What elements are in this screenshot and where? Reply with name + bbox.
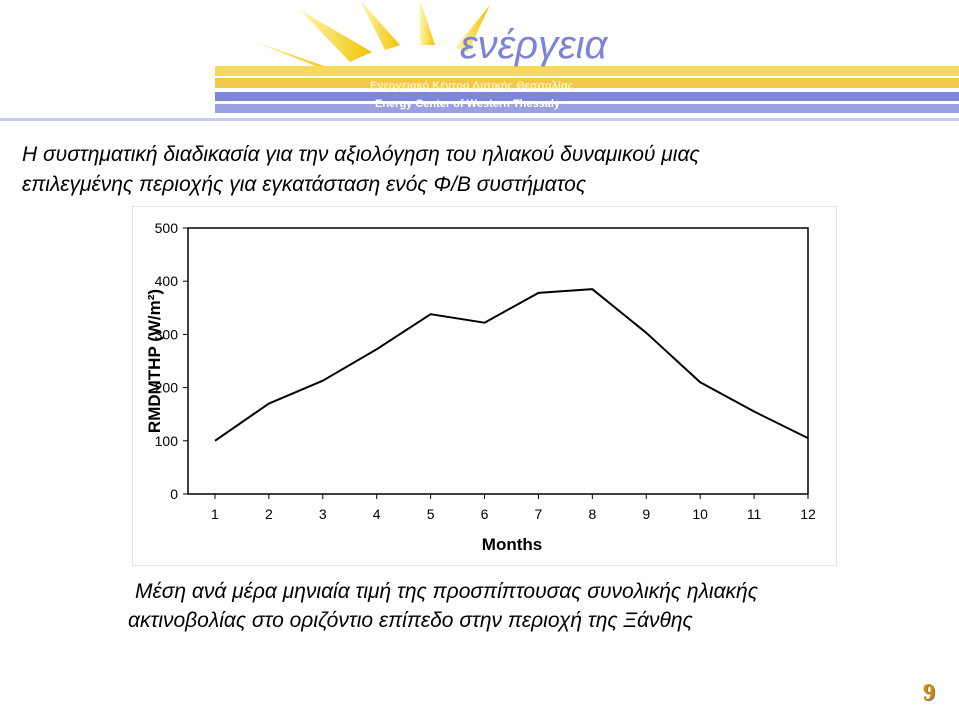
x-tick-label: 6 [481, 506, 489, 522]
logo: ενέργεια [460, 23, 609, 67]
x-tick-label: 12 [800, 506, 816, 522]
x-tick-label: 3 [319, 506, 327, 522]
page-number: 9 [923, 680, 935, 706]
banner: ενέργεια Ενεργειακό Κέντρο Δυτικής Θεσσα… [0, 0, 959, 121]
x-tick-label: 9 [642, 506, 650, 522]
y-tick-label: 400 [155, 273, 179, 289]
x-axis-label: Months [482, 535, 542, 554]
y-tick-label: 300 [155, 326, 179, 342]
y-axis-label: RMDMTHP (W/m²) [145, 289, 164, 433]
caption-line: ακτινοβολίας στο οριζόντιο επίπεδο στην … [128, 609, 693, 632]
x-tick-label: 2 [265, 506, 273, 522]
x-tick-label: 1 [211, 506, 219, 522]
y-tick-label: 100 [155, 433, 179, 449]
chart-frame [132, 206, 837, 566]
plot-area [187, 227, 809, 495]
y-tick-label: 500 [155, 220, 179, 236]
y-tick-label: 0 [170, 486, 178, 502]
title-line: Η συστηματική διαδικασία για την αξιολόγ… [22, 143, 700, 166]
caption-line: Μέση ανά μέρα μηνιαία τιμή της προσπίπτο… [135, 580, 758, 603]
data-line [214, 288, 809, 442]
x-tick-label: 10 [692, 506, 708, 522]
sun-rays [250, 0, 490, 75]
x-tick-label: 7 [535, 506, 543, 522]
x-tick-label: 11 [747, 506, 762, 522]
header-line1: Ενεργειακό Κέντρο Δυτικής Θεσσαλίας [370, 80, 574, 92]
x-tick-label: 8 [588, 506, 596, 522]
y-tick-label: 200 [155, 380, 179, 396]
x-tick-label: 5 [427, 506, 435, 522]
x-tick-label: 4 [373, 506, 381, 522]
title-line: επιλεγμένης περιοχής για εγκατάσταση ενό… [22, 173, 587, 196]
header-line2: Energy Center of Western Thessaly [375, 98, 561, 110]
